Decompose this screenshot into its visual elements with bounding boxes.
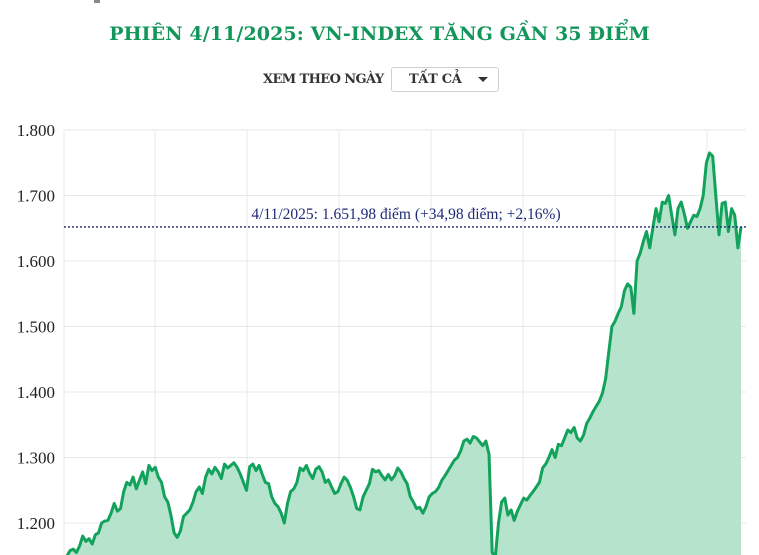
y-tick-label: 1.200 [17,514,55,533]
chevron-down-icon [477,77,488,82]
chart-title: PHIÊN 4/11/2025: VN-INDEX TĂNG GẦN 35 ĐI… [109,23,650,45]
reference-annotation: 4/11/2025: 1.651,98 điểm (+34,98 điểm; +… [251,206,560,223]
date-range-select[interactable]: TẤT CẢ [390,67,499,92]
y-axis: 1.200 1.300 1.400 1.500 1.600 1.700 1.800 [17,121,55,533]
filter-label: XEM THEO NGÀY [263,72,384,87]
y-tick-label: 1.800 [17,121,55,140]
y-tick-label: 1.500 [17,318,55,337]
top-edge-mark [94,0,100,3]
chart-series-line [65,151,743,555]
date-range-selected-value: TẤT CẢ [408,72,462,87]
y-tick-label: 1.400 [17,383,55,402]
y-tick-label: 1.600 [17,252,55,271]
y-tick-label: 1.700 [17,187,55,206]
y-tick-label: 1.300 [17,449,55,468]
date-filter: XEM THEO NGÀY TẤT CẢ [263,67,499,92]
chart-area-fill [67,152,741,555]
